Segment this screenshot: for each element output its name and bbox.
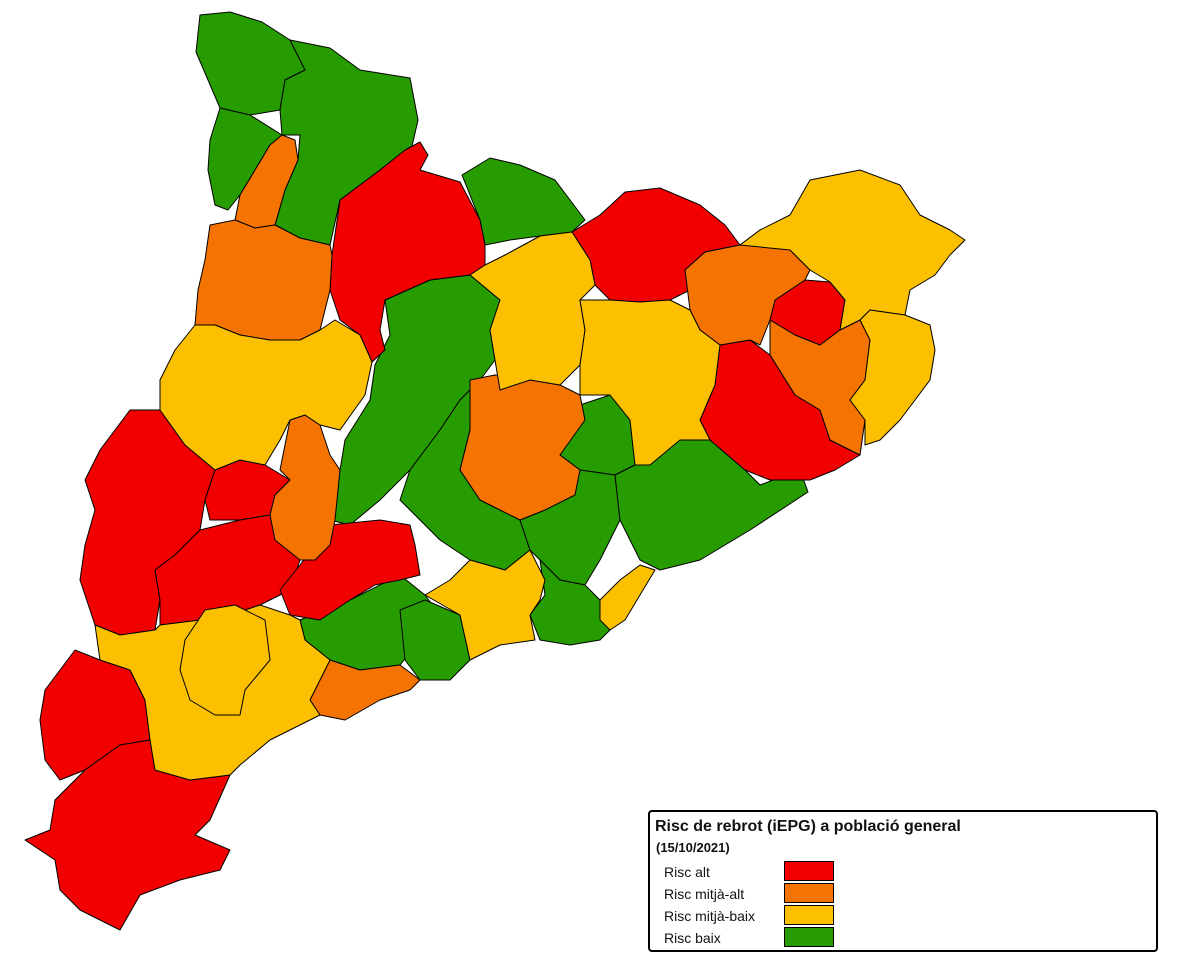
region-garraf-yellow[interactable] [599, 564, 656, 631]
region-tarragones-yellow[interactable] [424, 549, 546, 661]
region-baix-penedes-orange[interactable] [309, 659, 421, 721]
legend-label: Risc mitjà-baix [664, 908, 756, 924]
legend-title: Risc de rebrot (iEPG) a població general [655, 818, 961, 835]
legend-label: Risc alt [664, 864, 710, 880]
region-alt-camp-green[interactable] [399, 599, 471, 681]
region-priorat-yellow[interactable] [179, 604, 271, 716]
region-segria-yellow[interactable] [159, 319, 373, 471]
legend-date: (15/10/2021) [656, 840, 730, 855]
legend-label: Risc mitjà-alt [664, 886, 745, 902]
region-segarra-orange[interactable] [269, 414, 341, 561]
map-legend: Risc de rebrot (iEPG) a població general… [648, 810, 1158, 952]
legend-swatch [784, 861, 834, 881]
region-selva-yellow[interactable] [579, 299, 721, 466]
region-alt-emporda-yellow[interactable] [739, 169, 966, 331]
region-baix-emporda-yellow[interactable] [849, 309, 936, 446]
legend-swatch [784, 927, 834, 947]
legend-label: Risc baix [664, 930, 721, 946]
legend-swatch [784, 883, 834, 903]
legend-swatch [784, 905, 834, 925]
